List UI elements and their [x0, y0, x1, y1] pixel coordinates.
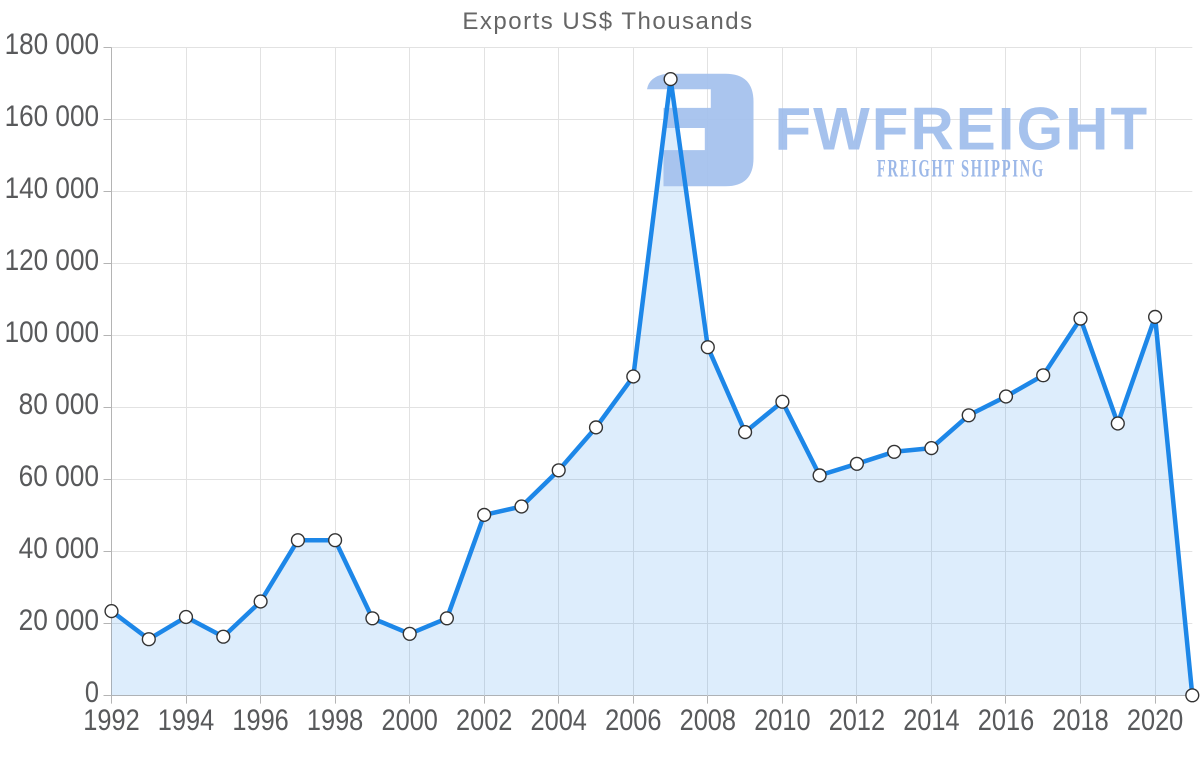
svg-text:60 000: 60 000: [19, 460, 99, 493]
svg-text:2010: 2010: [754, 704, 810, 737]
svg-text:120 000: 120 000: [5, 244, 99, 277]
svg-text:1992: 1992: [83, 704, 139, 737]
svg-text:1994: 1994: [158, 704, 214, 737]
svg-text:180 000: 180 000: [5, 28, 99, 61]
svg-text:20 000: 20 000: [19, 604, 99, 637]
svg-text:2000: 2000: [382, 704, 438, 737]
svg-text:140 000: 140 000: [5, 172, 99, 205]
svg-text:0: 0: [85, 676, 99, 709]
svg-text:100 000: 100 000: [5, 316, 99, 349]
svg-text:FWFREIGHT: FWFREIGHT: [775, 95, 1150, 162]
svg-text:2006: 2006: [605, 704, 661, 737]
svg-text:2018: 2018: [1052, 704, 1108, 737]
svg-text:2008: 2008: [680, 704, 736, 737]
svg-text:2004: 2004: [531, 704, 587, 737]
svg-text:2016: 2016: [978, 704, 1034, 737]
svg-text:160 000: 160 000: [5, 100, 99, 133]
svg-text:40 000: 40 000: [19, 532, 99, 565]
svg-text:2012: 2012: [829, 704, 885, 737]
svg-text:1996: 1996: [232, 704, 288, 737]
svg-text:Exports US$ Thousands: Exports US$ Thousands: [462, 8, 753, 35]
svg-text:2020: 2020: [1127, 704, 1183, 737]
svg-text:2002: 2002: [456, 704, 512, 737]
svg-text:2014: 2014: [903, 704, 959, 737]
svg-text:1998: 1998: [307, 704, 363, 737]
svg-text:80 000: 80 000: [19, 388, 99, 421]
svg-text:FREIGHT SHIPPING: FREIGHT SHIPPING: [877, 156, 1045, 183]
